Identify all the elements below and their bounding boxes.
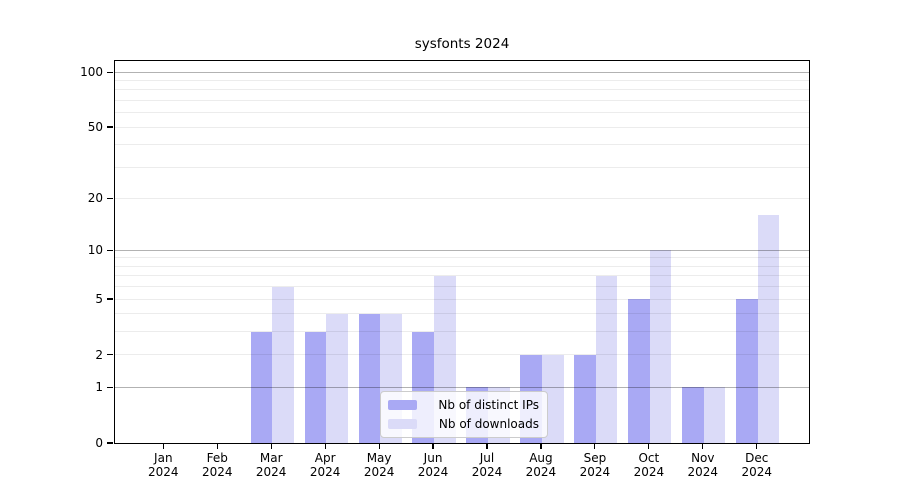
bar-distinct-ips-nov (682, 387, 704, 443)
bar-downloads-oct (649, 250, 672, 443)
x-tick-label-may: May 2024 (363, 451, 395, 479)
y-tick-label-5: 5 (95, 292, 103, 306)
x-tick-label-aug: Aug 2024 (525, 451, 557, 479)
y-tick-1 (107, 386, 113, 388)
y-tick-label-1: 1 (95, 380, 103, 395)
x-tick-jun (432, 444, 434, 449)
gridline-y-60 (115, 112, 809, 114)
plot-area: Nb of distinct IPs Nb of downloads (114, 60, 810, 444)
y-tick-label-20: 20 (87, 191, 103, 206)
legend-label-distinct-ips: Nb of distinct IPs (438, 397, 539, 412)
y-tick-0 (107, 442, 113, 444)
x-tick-feb (216, 444, 218, 449)
x-tick-label-dec: Dec 2024 (741, 451, 773, 479)
gridline-y-70 (115, 99, 809, 101)
y-tick-100 (107, 71, 113, 73)
x-tick-apr (324, 444, 326, 449)
gridline-y-40 (115, 144, 809, 146)
grid-layer (115, 61, 809, 443)
bar-downloads-mar (272, 286, 294, 443)
y-tick-label-0: 0 (95, 436, 103, 450)
x-tick-sep (594, 444, 596, 449)
x-tick-label-mar: Mar 2024 (255, 451, 287, 479)
bar-distinct-ips-apr (304, 331, 327, 443)
x-tick-nov (702, 444, 704, 449)
gridline-y-3 (115, 331, 809, 333)
y-tick-20 (107, 197, 113, 199)
x-tick-label-jan: Jan 2024 (148, 451, 179, 479)
bar-downloads-apr (326, 313, 348, 443)
legend-item-distinct-ips: Nb of distinct IPs (388, 397, 539, 413)
y-tick-label-2: 2 (95, 347, 103, 362)
bar-distinct-ips-dec (736, 299, 758, 443)
x-tick-oct (648, 444, 650, 449)
gridline-y-90 (115, 80, 809, 81)
x-tick-label-jun: Jun 2024 (417, 451, 449, 479)
gridline-y-50 (115, 126, 809, 128)
gridline-y-10 (115, 249, 809, 251)
x-tick-jan (162, 444, 164, 449)
y-tick-50 (107, 126, 113, 128)
bar-distinct-ips-may (358, 313, 381, 443)
bar-distinct-ips-oct (628, 299, 650, 443)
chart-title: sysfonts 2024 (414, 36, 510, 52)
gridline-y-80 (115, 89, 809, 91)
x-tick-jul (486, 444, 488, 449)
x-tick-label-apr: Apr 2024 (309, 451, 341, 479)
legend-item-downloads: Nb of downloads (388, 417, 539, 433)
gridline-y-9 (115, 257, 809, 259)
gridline-y-7 (115, 275, 809, 277)
gridline-y-20 (115, 197, 809, 199)
x-tick-dec (756, 444, 758, 449)
x-tick-label-nov: Nov 2024 (687, 451, 719, 479)
gridline-y-100 (115, 71, 809, 73)
legend: Nb of distinct IPs Nb of downloads (380, 391, 548, 438)
gridline-y-5 (115, 298, 809, 300)
bar-downloads-sep (595, 275, 618, 443)
bar-distinct-ips-sep (574, 354, 596, 443)
bar-downloads-dec (757, 215, 780, 443)
y-tick-10 (107, 249, 113, 251)
y-tick-5 (107, 298, 113, 300)
x-tick-label-oct: Oct 2024 (633, 451, 665, 479)
y-tick-label-10: 10 (87, 243, 103, 258)
bar-distinct-ips-mar (250, 331, 273, 443)
gridline-y-30 (115, 166, 809, 168)
x-tick-aug (540, 444, 542, 449)
x-tick-mar (270, 444, 272, 449)
legend-swatch-downloads (388, 419, 417, 430)
legend-label-downloads: Nb of downloads (438, 417, 539, 432)
y-tick-label-100: 100 (80, 65, 103, 80)
gridline-y-6 (115, 286, 809, 288)
x-tick-label-feb: Feb 2024 (201, 451, 233, 479)
gridline-y-1 (115, 386, 809, 388)
x-tick-label-jul: Jul 2024 (471, 451, 503, 479)
y-tick-2 (107, 354, 113, 356)
gridline-y-8 (115, 265, 809, 267)
y-tick-label-50: 50 (87, 120, 103, 135)
x-tick-label-sep: Sep 2024 (579, 451, 611, 479)
bar-downloads-nov (703, 387, 726, 443)
x-tick-may (378, 444, 380, 449)
gridline-y-2 (115, 354, 809, 356)
gridline-y-4 (115, 313, 809, 315)
legend-swatch-distinct-ips (388, 399, 417, 410)
